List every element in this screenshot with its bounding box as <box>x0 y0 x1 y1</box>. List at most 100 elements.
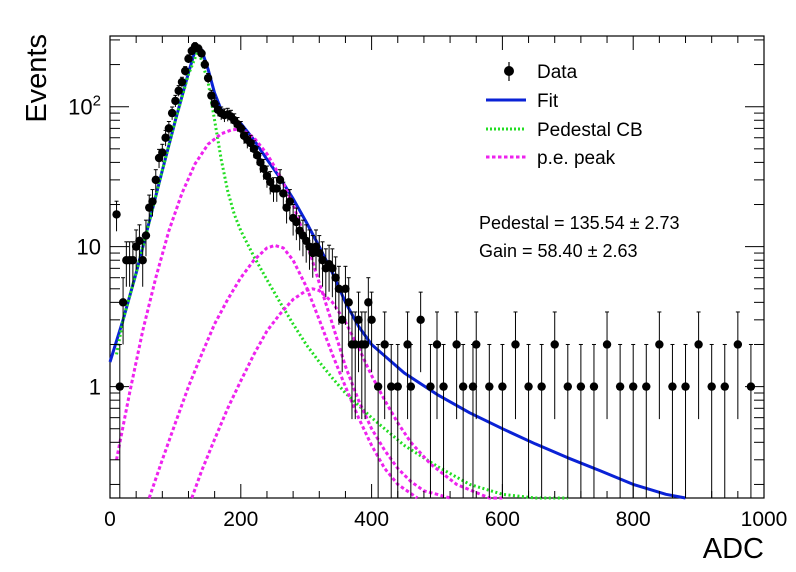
data-marker <box>681 382 690 391</box>
data-point <box>733 311 743 420</box>
data-point <box>615 343 625 498</box>
data-point <box>167 106 177 120</box>
data-point <box>318 241 327 287</box>
legend-item-data: Data <box>504 62 578 83</box>
data-point <box>403 311 412 420</box>
data-point <box>112 200 121 232</box>
data-point <box>364 277 373 345</box>
data-marker <box>161 133 170 142</box>
data-marker <box>485 382 494 391</box>
data-point <box>118 277 128 345</box>
data-point <box>203 73 213 84</box>
data-marker <box>642 382 651 391</box>
data-point <box>354 291 363 373</box>
data-point <box>707 343 716 498</box>
series-line-p-e-peak-5 <box>190 287 503 500</box>
data-point <box>181 66 190 76</box>
data-marker <box>439 382 448 391</box>
data-marker <box>432 340 442 349</box>
data-point <box>387 343 396 498</box>
data-point <box>373 343 383 498</box>
data-point <box>351 311 360 420</box>
data-marker <box>694 340 703 349</box>
data-marker <box>318 256 327 265</box>
data-point <box>135 224 144 263</box>
data-point <box>308 235 317 278</box>
data-point <box>720 343 729 498</box>
data-marker <box>589 382 599 391</box>
data-marker <box>135 236 144 246</box>
data-marker <box>315 248 324 258</box>
x-tick-label: 200 <box>223 508 258 531</box>
data-marker <box>537 382 546 391</box>
x-tick-label: 600 <box>485 508 520 531</box>
data-marker <box>141 231 151 240</box>
data-marker <box>668 382 677 391</box>
x-tick-label: 400 <box>354 508 389 531</box>
data-marker <box>576 382 586 391</box>
data-marker <box>292 217 301 227</box>
data-marker <box>511 340 520 349</box>
data-point <box>393 343 402 498</box>
data-marker <box>236 124 245 133</box>
data-marker <box>256 158 265 167</box>
data-marker <box>720 382 729 391</box>
data-point <box>380 311 389 420</box>
data-point <box>184 54 193 64</box>
legend: Data Fit Pedestal CB p.e. peak <box>486 62 643 169</box>
data-marker <box>200 60 210 69</box>
data-point <box>655 311 664 420</box>
data-marker <box>259 164 268 173</box>
data-marker <box>416 315 425 325</box>
data-marker <box>184 54 193 63</box>
data-marker <box>373 382 383 391</box>
data-marker <box>406 382 416 391</box>
y-tick-label: 10 <box>77 235 101 260</box>
data-point <box>367 291 376 373</box>
data-point <box>511 311 520 420</box>
data-point <box>141 219 151 257</box>
data-marker <box>164 124 174 133</box>
data-point <box>171 94 180 107</box>
y-tick-label: 102 <box>68 93 101 120</box>
data-point <box>629 343 638 498</box>
data-point <box>439 343 448 498</box>
data-marker <box>403 340 412 349</box>
data-point <box>315 235 324 278</box>
annotation-pedestal: Pedestal = 135.54 ± 2.73 <box>479 213 680 233</box>
data-marker <box>458 382 468 391</box>
legend-label-pedestal-cb: Pedestal CB <box>537 120 643 141</box>
data-point <box>498 343 507 498</box>
data-point <box>328 248 337 298</box>
data-point <box>563 343 572 498</box>
data-marker <box>615 382 625 391</box>
data-points-layer <box>112 42 756 498</box>
data-point <box>177 76 187 88</box>
data-marker <box>498 382 507 391</box>
data-marker <box>707 382 716 391</box>
data-marker <box>308 248 317 258</box>
data-marker <box>344 298 353 307</box>
data-point <box>550 311 559 420</box>
data-point <box>292 207 301 241</box>
data-point <box>426 343 435 498</box>
data-point <box>416 291 425 373</box>
data-marker <box>305 242 314 251</box>
data-marker <box>311 242 321 251</box>
data-point <box>337 291 347 373</box>
annotation-gain: Gain = 58.40 ± 2.63 <box>479 241 638 261</box>
data-marker <box>334 284 344 293</box>
data-marker <box>197 49 206 58</box>
data-marker <box>524 382 533 391</box>
data-point <box>458 343 468 498</box>
data-marker <box>341 284 350 293</box>
data-marker <box>266 177 275 187</box>
data-point <box>164 121 174 137</box>
data-marker <box>331 273 340 282</box>
legend-marker-dot <box>504 66 514 76</box>
data-point <box>151 169 160 193</box>
data-point <box>576 343 586 498</box>
data-marker <box>351 340 360 349</box>
